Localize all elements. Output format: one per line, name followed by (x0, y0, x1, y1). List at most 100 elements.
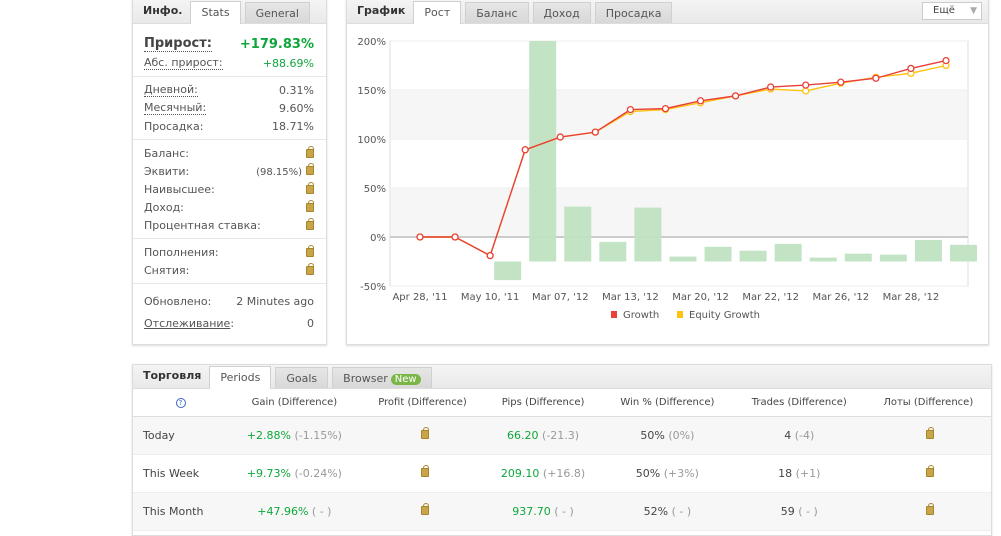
lock-icon (420, 464, 429, 477)
tracking-value: 0 (307, 316, 314, 330)
pips-value: 66.20 (507, 428, 539, 442)
x-tick-label: Mar 07, '12 (532, 292, 589, 303)
data-point (802, 81, 810, 89)
win-cell: 50% (0%) (601, 416, 733, 455)
monthly-label[interactable]: Месячный: (144, 101, 207, 115)
chart-header: График Рост Баланс Доход Просадка Ещё ▼ (347, 0, 988, 24)
chart-panel: График Рост Баланс Доход Просадка Ещё ▼ 2… (346, 0, 989, 345)
gain-cell: +2.88% (-1.15%) (228, 416, 361, 455)
data-point (451, 233, 459, 241)
tab-stats[interactable]: Stats (190, 1, 241, 24)
help-icon[interactable]: ? (175, 397, 186, 408)
bar (879, 254, 907, 262)
lock-icon (306, 244, 314, 257)
tab-goals[interactable]: Goals (275, 367, 329, 388)
trades-cell: 18 (+1) (732, 454, 866, 493)
chart-title: График (357, 4, 406, 17)
col-profit: Profit (Difference) (360, 389, 485, 417)
gain-value: +2.88% (246, 428, 291, 442)
table-row: Today +2.88% (-1.15%) 66.20 (-21.3) 50% … (133, 416, 991, 455)
browser-label: Browser (343, 372, 388, 385)
highest-label: Наивысшее: (144, 182, 215, 196)
pips-value: 209.10 (500, 466, 540, 480)
col-pips: Pips (Difference) (484, 389, 602, 417)
tab-profit[interactable]: Доход (532, 2, 591, 23)
tracking-link[interactable]: Отслеживание (144, 316, 231, 330)
win-diff: ( - ) (671, 504, 692, 518)
lock-icon (306, 181, 314, 194)
data-point (661, 104, 670, 113)
win-value: 50% (640, 428, 665, 442)
lock-icon (306, 162, 314, 175)
lock-icon (926, 426, 935, 439)
monthly-value: 9.60% (279, 101, 314, 115)
gain-diff: (-1.15%) (294, 428, 342, 442)
win-value: 52% (643, 504, 669, 518)
daily-label[interactable]: Дневной: (144, 83, 198, 97)
periods-table: ? Gain (Difference) Profit (Difference) … (133, 389, 991, 531)
more-dropdown[interactable]: Ещё ▼ (922, 2, 982, 20)
tab-growth[interactable]: Рост (413, 1, 462, 24)
lock-icon (306, 145, 314, 158)
trades-value: 4 (784, 428, 792, 442)
data-point (486, 251, 494, 260)
profit-cell (360, 416, 485, 455)
equity-label: Эквити: (144, 164, 190, 178)
gain-cell: +9.73% (-0.24%) (228, 454, 361, 493)
data-point (521, 146, 529, 154)
col-gain: Gain (Difference) (228, 389, 361, 417)
data-point (591, 128, 599, 136)
abs-gain-label[interactable]: Абс. прирост: (144, 56, 223, 70)
trading-panel: Торговля Periods Goals Browser New ? Gain… (132, 364, 992, 536)
win-diff: (+3%) (663, 466, 699, 480)
bar (950, 244, 977, 262)
drawdown-value: 18.71% (272, 119, 314, 133)
deposits-label: Пополнения: (144, 245, 219, 259)
y-tick-label: 50% (364, 184, 386, 195)
data-point (942, 56, 950, 65)
series-line (420, 59, 947, 257)
tab-browser[interactable]: Browser New (332, 367, 432, 388)
info-title: Инфо. (143, 4, 183, 17)
col-trades: Trades (Difference) (732, 389, 866, 417)
legend-swatch (677, 311, 683, 318)
trades-diff: (-4) (794, 428, 815, 442)
updated-value: 2 Minutes ago (236, 294, 314, 308)
trading-title: Торговля (143, 369, 202, 382)
tab-balance[interactable]: Баланс (465, 2, 529, 23)
balance-label: Баланс: (144, 146, 190, 160)
period-cell: Today (133, 416, 228, 455)
data-point (802, 87, 810, 95)
tab-drawdown[interactable]: Просадка (594, 2, 673, 23)
bar (914, 239, 942, 262)
gain-value: +9.73% (246, 466, 291, 480)
pips-cell: 937.70 ( - ) (484, 492, 602, 531)
lock-icon (926, 502, 935, 515)
bar (634, 207, 662, 262)
interest-label: Процентная ставка: (144, 218, 261, 232)
trades-diff: (+1) (795, 466, 821, 480)
bar (494, 261, 522, 281)
gain-label[interactable]: Прирост: (144, 36, 212, 52)
x-tick-label: Mar 26, '12 (812, 292, 869, 303)
equity-pct: (98.15%) (256, 166, 302, 178)
bar (669, 256, 697, 262)
drawdown-label: Просадка: (144, 119, 204, 133)
profit-cell (360, 454, 485, 493)
table-row: This Month +47.96% ( - ) 937.70 ( - ) 52… (133, 492, 991, 531)
data-point (837, 78, 845, 86)
data-point (872, 74, 880, 82)
trades-cell: 59 ( - ) (732, 492, 866, 531)
tab-periods[interactable]: Periods (209, 366, 272, 389)
x-tick-label: Apr 28, '11 (392, 292, 447, 303)
x-tick-label: Mar 22, '12 (742, 292, 799, 303)
col-win: Win % (Difference) (601, 389, 733, 417)
win-cell: 50% (+3%) (601, 454, 733, 493)
lock-icon (306, 262, 314, 275)
tab-general[interactable]: General (244, 2, 310, 23)
data-point (731, 92, 740, 100)
pips-cell: 66.20 (-21.3) (484, 416, 602, 455)
x-tick-label: Mar 28, '12 (883, 292, 940, 303)
gain-diff: ( - ) (311, 504, 332, 518)
data-point (767, 83, 775, 91)
